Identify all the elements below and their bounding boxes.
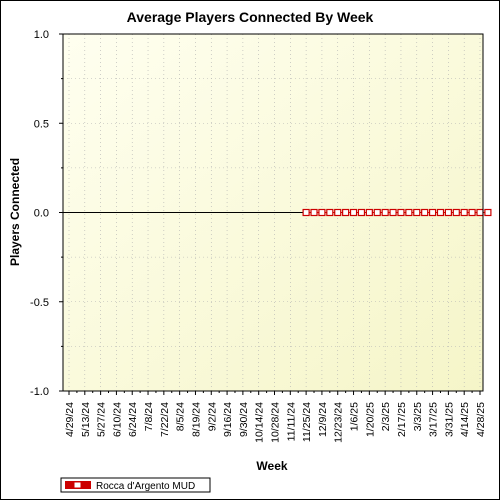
- data-point: [444, 208, 452, 217]
- data-point: [365, 208, 373, 217]
- y-tick-label: -1.0: [30, 386, 49, 398]
- x-tick-label: 6/10/24: [111, 402, 123, 437]
- x-tick-label: 4/28/25: [475, 402, 487, 437]
- x-tick-label: 11/11/24: [285, 402, 297, 441]
- data-point: [342, 208, 350, 217]
- x-tick-label: 6/24/24: [127, 402, 139, 437]
- x-tick-label: 8/5/24: [175, 402, 187, 431]
- data-point: [428, 208, 437, 217]
- x-tick-label: 8/19/24: [190, 402, 202, 437]
- x-tick-label: 10/14/24: [254, 402, 266, 443]
- series-group: [302, 208, 492, 217]
- data-point: [326, 208, 334, 217]
- data-point: [302, 208, 310, 217]
- y-tick-label: 1.0: [34, 29, 49, 41]
- data-point: [468, 208, 476, 217]
- x-axis-label: Week: [256, 459, 287, 473]
- x-tick-label: 10/28/24: [270, 402, 282, 443]
- x-tick-label: 3/3/25: [412, 402, 424, 431]
- data-point: [389, 208, 397, 217]
- data-point: [413, 208, 421, 217]
- legend: Rocca d'Argento MUD: [60, 477, 211, 493]
- x-tick-label: 4/14/25: [459, 402, 471, 437]
- data-point: [349, 208, 358, 217]
- x-tick-label: 7/22/24: [159, 402, 171, 437]
- y-axis: 1.0 0.5 0.0 -0.5 -1.0: [30, 29, 63, 398]
- legend-box: [60, 477, 211, 493]
- data-point: [381, 208, 389, 217]
- x-tick-label: 9/2/24: [206, 402, 218, 431]
- y-axis-label: Players Connected: [8, 158, 22, 266]
- data-point: [357, 208, 366, 217]
- data-point: [436, 208, 445, 217]
- data-point: [452, 208, 460, 217]
- data-point: [397, 208, 405, 217]
- x-tick-label: 2/17/25: [396, 402, 408, 437]
- y-tick-label: 0.5: [34, 118, 49, 130]
- data-point: [373, 208, 381, 217]
- x-tick-label: 3/31/25: [443, 402, 455, 437]
- x-tick-label: 5/27/24: [96, 402, 108, 437]
- data-point: [460, 208, 468, 217]
- x-tick-label: 4/29/24: [64, 402, 76, 437]
- chart-title: Average Players Connected By Week: [127, 9, 374, 25]
- x-tick-label: 5/13/24: [80, 402, 92, 437]
- legend-marker: [73, 481, 82, 489]
- y-tick-label: -0.5: [30, 297, 49, 309]
- data-point: [421, 208, 429, 217]
- x-tick-label: 3/17/25: [428, 402, 440, 437]
- x-tick-label: 2/3/25: [380, 402, 392, 431]
- x-tick-label: 1/20/25: [364, 402, 376, 437]
- x-tick-label: 9/16/24: [222, 402, 234, 437]
- x-tick-label: 1/6/25: [349, 402, 361, 431]
- x-tick-label: 12/23/24: [333, 402, 345, 443]
- x-tick-label: 7/8/24: [143, 402, 155, 431]
- data-point: [405, 208, 413, 217]
- data-point: [484, 208, 492, 217]
- data-point: [318, 208, 326, 217]
- x-tick-label: 9/30/24: [238, 402, 250, 437]
- plot-border: [62, 33, 484, 392]
- legend-label: Rocca d'Argento MUD: [96, 481, 195, 492]
- x-tick-label: 12/9/24: [317, 402, 329, 437]
- data-point: [334, 208, 342, 217]
- x-tick-label: 11/25/24: [301, 402, 313, 442]
- data-point: [310, 208, 318, 217]
- y-tick-label: 0.0: [34, 208, 49, 220]
- x-axis: 4/29/24 5/13/24 5/27/24 6/10/24 6/24/24 7/8/2…: [64, 391, 487, 443]
- data-point: [476, 208, 484, 217]
